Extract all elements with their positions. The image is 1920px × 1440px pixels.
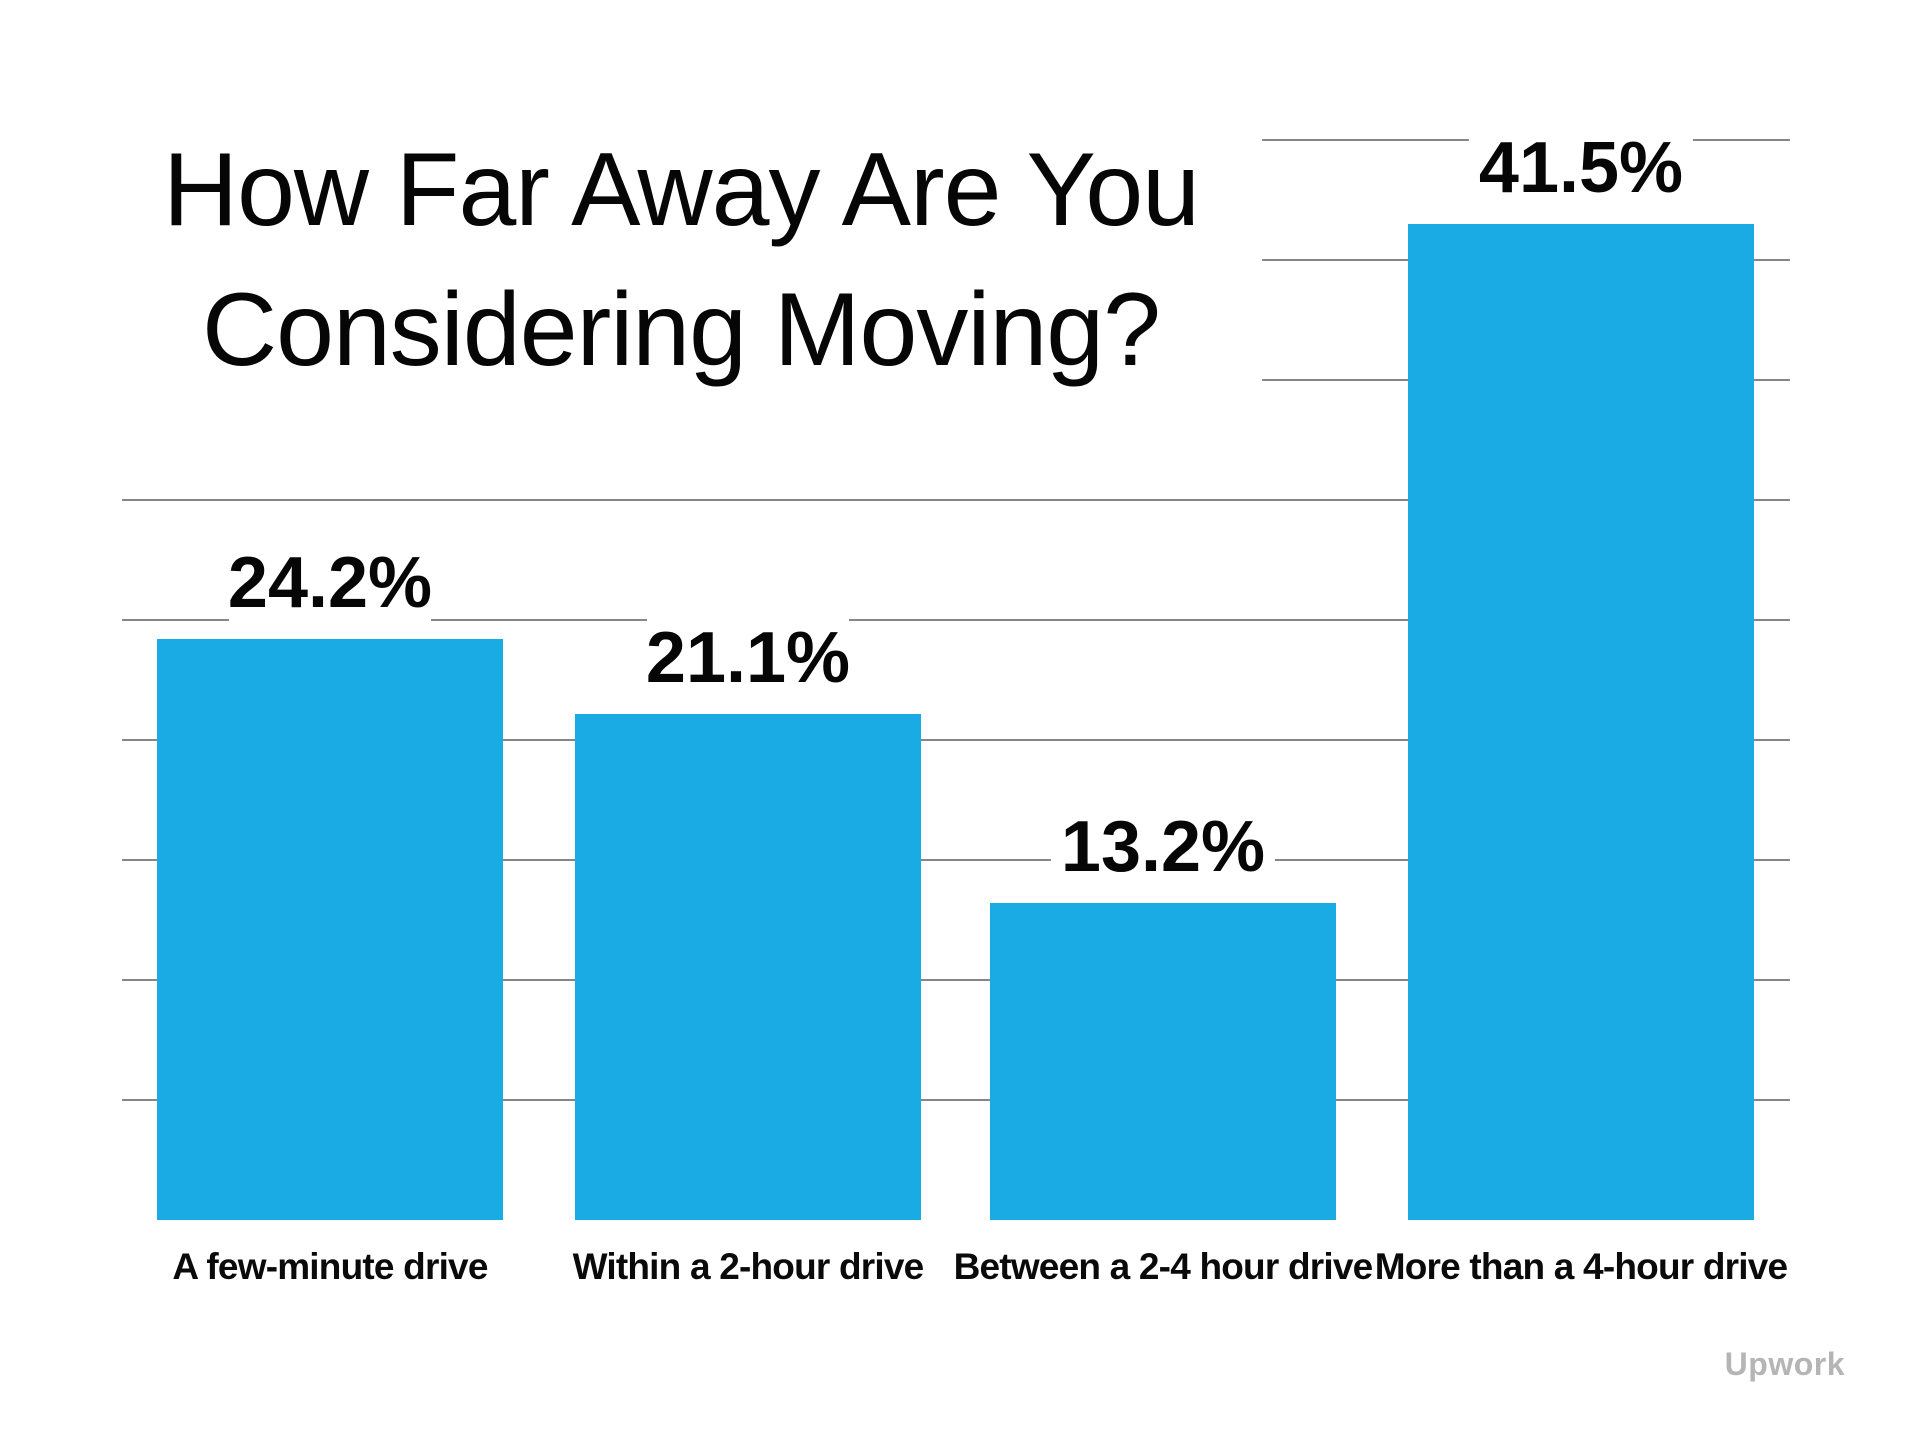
gridline-segment-5pct [503, 1099, 575, 1101]
gridline-segment-15pct [1754, 859, 1790, 861]
chart-title: How Far Away Are You Considering Moving? [81, 120, 1281, 400]
bar-3 [990, 903, 1336, 1220]
gridline-segment-5pct [122, 1099, 157, 1101]
bar-2 [575, 713, 921, 1220]
gridline-segment-20pct [1754, 739, 1790, 741]
gridline-segment-20pct [122, 739, 157, 741]
gridline-segment-15pct [921, 859, 1062, 861]
gridline-segment-25pct [431, 619, 647, 621]
gridline-segment-25pct [1754, 619, 1790, 621]
gridline-segment-35pct [1262, 379, 1408, 381]
value-label-4: 41.5% [1468, 132, 1694, 204]
gridline-segment-30pct [122, 499, 1408, 501]
gridline-segment-25pct [849, 619, 1408, 621]
gridline-segment-30pct [1754, 499, 1790, 501]
bar-1 [157, 639, 503, 1220]
category-label-4: More than a 4-hour drive [1374, 1246, 1788, 1287]
category-label-1: A few-minute drive [172, 1246, 488, 1287]
gridline-segment-10pct [1336, 979, 1408, 981]
gridline-segment-45pct [1262, 139, 1480, 141]
gridline-segment-20pct [503, 739, 575, 741]
value-label-1: 24.2% [217, 547, 443, 620]
gridline-segment-35pct [1754, 379, 1790, 381]
value-label-3: 13.2% [1050, 811, 1276, 884]
chart-title-line-1: How Far Away Are You [162, 132, 1200, 248]
gridline-segment-45pct [1682, 139, 1790, 141]
gridline-segment-10pct [921, 979, 990, 981]
category-label-2: Within a 2-hour drive [572, 1246, 925, 1287]
chart-title-line-2: Considering Moving? [202, 272, 1161, 388]
gridline-segment-25pct [122, 619, 229, 621]
gridline-segment-15pct [503, 859, 575, 861]
gridline-segment-10pct [503, 979, 575, 981]
gridline-segment-10pct [122, 979, 157, 981]
bar-4 [1408, 224, 1754, 1220]
category-label-3: Between a 2-4 hour drive [953, 1246, 1374, 1287]
gridline-segment-40pct [1754, 259, 1790, 261]
gridline-segment-15pct [1264, 859, 1408, 861]
gridline-segment-20pct [921, 739, 1408, 741]
gridline-segment-15pct [122, 859, 157, 861]
gridline-segment-5pct [1336, 1099, 1408, 1101]
upwork-watermark: Upwork [1724, 1346, 1845, 1382]
gridline-segment-10pct [1754, 979, 1790, 981]
gridline-segment-5pct [1754, 1099, 1790, 1101]
value-label-2: 21.1% [635, 621, 861, 694]
gridline-segment-5pct [921, 1099, 990, 1101]
gridline-segment-40pct [1262, 259, 1408, 261]
